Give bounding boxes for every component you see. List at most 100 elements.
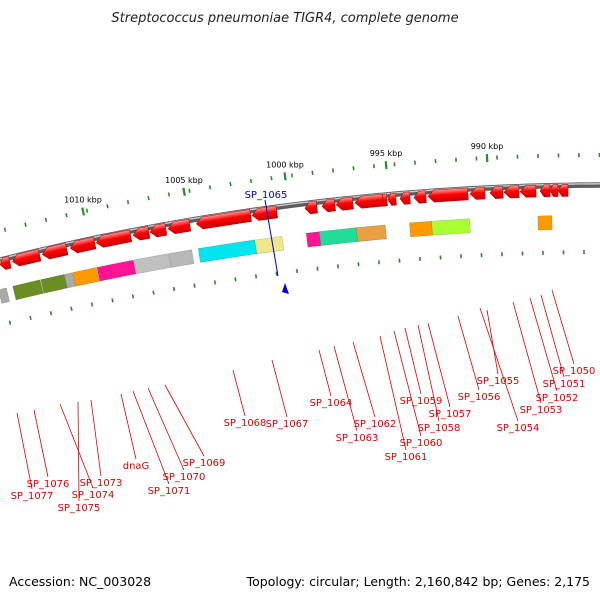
gene-arrow[interactable]	[399, 191, 411, 205]
gene-arrow[interactable]	[387, 192, 397, 206]
gene-arrow[interactable]	[413, 190, 427, 204]
gene-label[interactable]: SP_1076	[27, 479, 70, 490]
gene-arrow[interactable]	[95, 229, 133, 249]
inner-tick	[172, 286, 176, 292]
gene-label[interactable]: SP_1058	[418, 423, 461, 434]
gene-arrow[interactable]	[11, 248, 42, 267]
tick-mark	[393, 162, 396, 167]
feature-block[interactable]	[409, 220, 433, 238]
gene-arrow[interactable]	[167, 218, 192, 235]
gene-arrow[interactable]	[427, 187, 469, 203]
tick-mark	[290, 173, 294, 178]
gene-arrow[interactable]	[519, 184, 537, 198]
gene-arrow[interactable]	[354, 193, 384, 209]
tick-mark	[311, 170, 314, 175]
label-leader-line	[59, 403, 94, 489]
highlighted-gene[interactable]: SP_1065	[245, 190, 289, 294]
tick-mark	[516, 154, 519, 159]
gene-arrow[interactable]	[304, 200, 318, 215]
gene-arrow[interactable]	[251, 205, 278, 221]
feature-block[interactable]	[537, 215, 553, 231]
tick-mark	[434, 159, 437, 164]
gene-label[interactable]: SP_1064	[310, 398, 353, 409]
tick-mark	[578, 153, 580, 158]
gene-label[interactable]: SP_1060	[400, 438, 443, 449]
inner-tick	[542, 250, 544, 255]
tick-mark	[188, 188, 191, 193]
label-leader-line	[512, 301, 542, 404]
inner-tick	[336, 264, 340, 269]
gene-arrow[interactable]	[539, 184, 551, 198]
feature-block[interactable]	[355, 224, 387, 242]
feature-block[interactable]	[253, 235, 285, 255]
tick-mark	[167, 192, 171, 197]
label-leader-line	[333, 345, 358, 432]
gene-arrow[interactable]	[489, 185, 504, 199]
feature-block[interactable]	[197, 239, 258, 263]
feature-block[interactable]	[133, 253, 172, 275]
feature-block[interactable]	[305, 231, 322, 248]
gene-label[interactable]: SP_1051	[543, 379, 586, 390]
gene-label[interactable]: SP_1069	[183, 458, 226, 469]
label-leader-line	[379, 335, 407, 451]
feature-block[interactable]	[12, 279, 44, 301]
gene-label[interactable]: SP_1053	[520, 405, 563, 416]
gene-label[interactable]: SP_1075	[58, 503, 101, 514]
feature-block[interactable]	[319, 227, 358, 246]
label-leader-line	[427, 322, 451, 408]
gene-arrow[interactable]	[41, 242, 69, 260]
gene-label[interactable]: SP_1059	[400, 396, 443, 407]
gene-label[interactable]: SP_1067	[266, 419, 309, 430]
inner-tick	[234, 277, 237, 282]
label-leader-line	[479, 307, 519, 422]
tick-mark	[249, 178, 253, 184]
feature-block[interactable]	[72, 267, 100, 287]
tick-label: 1010 kbp	[64, 196, 102, 205]
gene-arrow[interactable]	[132, 226, 151, 241]
inner-tick	[111, 298, 114, 303]
gene-label[interactable]: SP_1062	[354, 419, 397, 430]
gene-arrow[interactable]	[469, 186, 486, 200]
gene-label[interactable]: SP_1074	[72, 490, 115, 501]
gene-label[interactable]: SP_1057	[429, 409, 472, 420]
feature-block[interactable]	[64, 272, 76, 289]
inner-tick	[480, 253, 483, 258]
gene-arrow[interactable]	[0, 256, 12, 270]
gene-label[interactable]: SP_1068	[224, 418, 267, 429]
feature-block[interactable]	[40, 274, 68, 294]
gene-label[interactable]: SP_1063	[336, 433, 379, 444]
label-leader-line	[540, 294, 565, 378]
tick-mark	[24, 222, 27, 227]
gene-label[interactable]: SP_1077	[11, 491, 54, 502]
inner-tick	[439, 255, 442, 260]
inner-tick	[501, 252, 503, 257]
tick-mark	[537, 154, 539, 159]
gene-label[interactable]: SP_1073	[80, 478, 123, 489]
label-leader-line	[393, 330, 422, 437]
feature-block[interactable]	[168, 249, 195, 268]
gene-label[interactable]: SP_1071	[148, 486, 191, 497]
gene-arrow[interactable]	[549, 184, 559, 197]
gene-label[interactable]: dnaG	[123, 461, 150, 472]
gene-label[interactable]: SP_1070	[163, 472, 206, 483]
gene-arrow[interactable]	[557, 184, 569, 197]
gene-arrow[interactable]	[69, 236, 97, 254]
gene-label[interactable]: SP_1052	[536, 393, 579, 404]
feature-block[interactable]	[96, 259, 137, 282]
gene-label[interactable]: SP_1054	[497, 423, 540, 434]
gene-arrow[interactable]	[195, 209, 252, 230]
feature-block[interactable]	[0, 287, 10, 304]
gene-label[interactable]: SP_1061	[385, 452, 428, 463]
gene-arrow[interactable]	[335, 196, 354, 211]
gene-arrow[interactable]	[321, 198, 336, 213]
gene-label[interactable]: SP_1050	[553, 366, 596, 377]
label-leader-line	[551, 289, 575, 365]
topology-text: Topology: circular; Length: 2,160,842 bp…	[246, 574, 590, 589]
feature-block[interactable]	[431, 218, 471, 236]
inner-tick	[254, 274, 258, 279]
gene-arrow[interactable]	[149, 223, 168, 238]
gene-label[interactable]: SP_1056	[458, 392, 501, 403]
highlight-marker-icon	[282, 283, 289, 294]
gene-label[interactable]: SP_1055	[477, 376, 520, 387]
gene-arrow[interactable]	[503, 185, 520, 199]
